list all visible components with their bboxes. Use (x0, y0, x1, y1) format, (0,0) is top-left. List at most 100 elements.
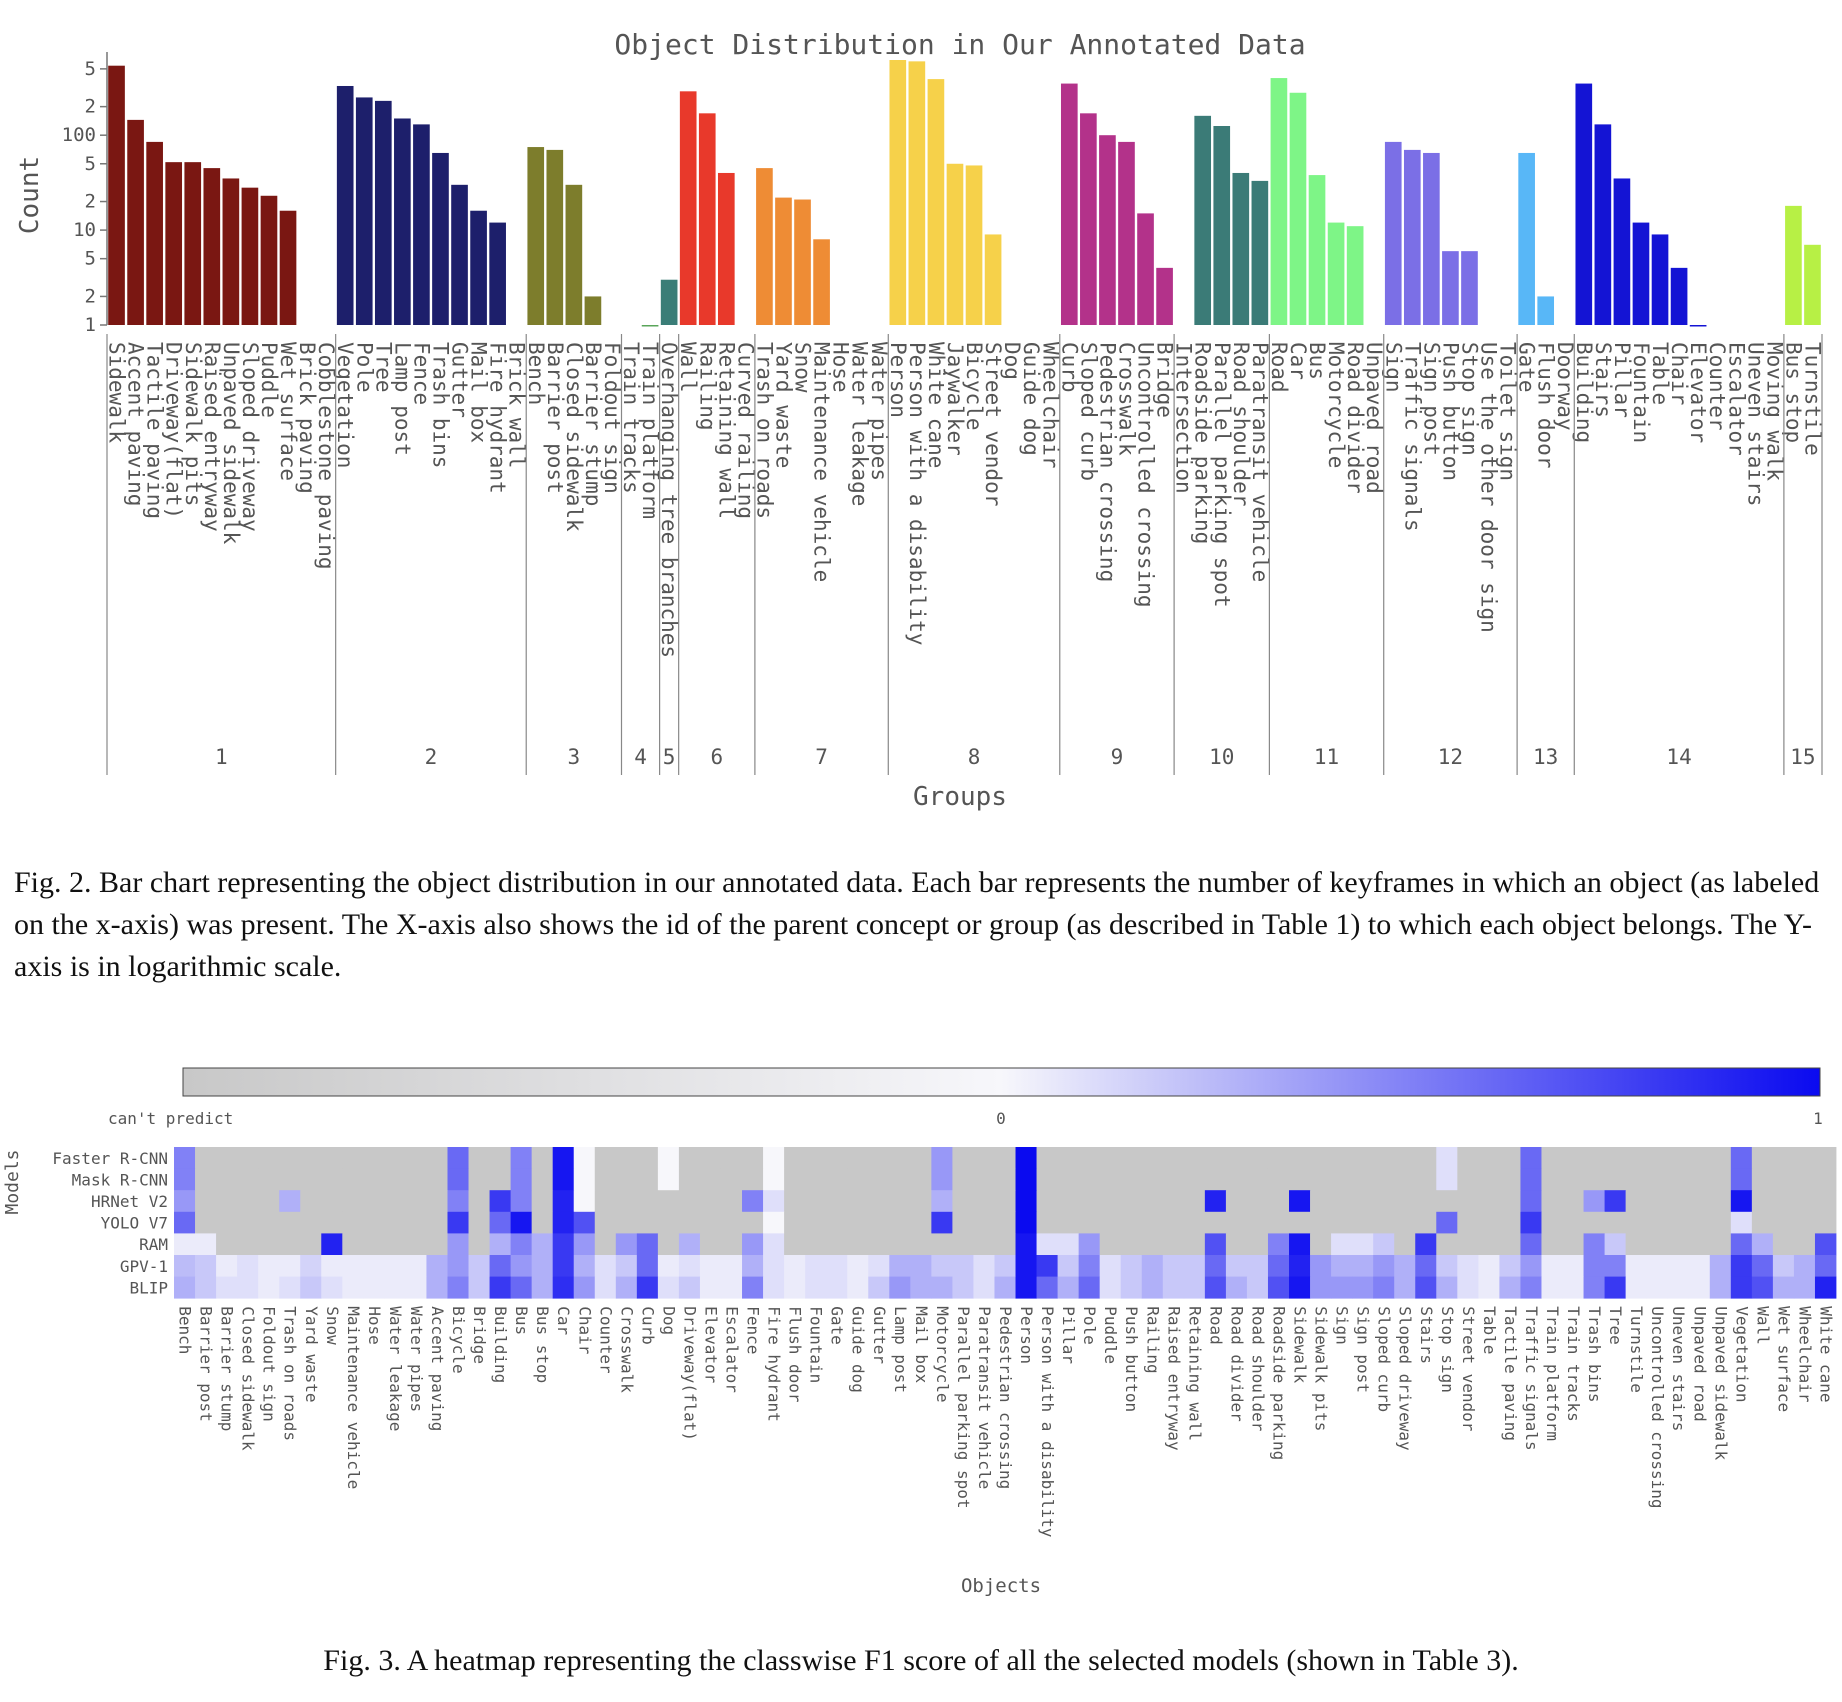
heatmap-cell (1289, 1276, 1311, 1299)
heatmap-cell (1709, 1147, 1732, 1169)
heatmap-cell (300, 1168, 322, 1191)
heatmap-cell (910, 1211, 932, 1234)
heatmap-cell (1246, 1211, 1269, 1234)
heatmap-cell (1436, 1190, 1458, 1213)
heatmap-cell (1478, 1233, 1500, 1256)
x-tick-label: Gutter (448, 342, 472, 418)
heatmap-cell (1436, 1276, 1458, 1299)
bar (184, 162, 202, 325)
heatmap-cell (678, 1168, 701, 1191)
heatmap-cell (657, 1233, 680, 1256)
heatmap-cell (321, 1147, 343, 1169)
heatmap-cell (1541, 1211, 1563, 1234)
x-tick-label: Vegetation (333, 342, 357, 468)
heatmap-column-label: Train tracks (1564, 1306, 1583, 1422)
bar (984, 234, 1002, 325)
heatmap-layer: Faster R-CNN Mask R-CNN HRNet V2 YOLO V7 RAM… (52, 1147, 1837, 1538)
heatmap-cell (489, 1147, 512, 1169)
heatmap-column-label: Guide dog (849, 1306, 868, 1393)
x-tick-label: Trash bins (428, 342, 452, 468)
heatmap-column-label: Parallel parking spot (954, 1306, 973, 1508)
heatmap-cell (1120, 1276, 1143, 1299)
heatmap-cell (1562, 1147, 1584, 1169)
bar (813, 239, 830, 325)
heatmap-cell (1730, 1190, 1753, 1213)
heatmap-cell (300, 1190, 322, 1213)
heatmap-cell (468, 1190, 490, 1213)
heatmap-cell (1099, 1211, 1122, 1234)
heatmap-column-label: Crosswalk (617, 1306, 636, 1393)
x-tick-label: Sloped driveway (238, 342, 262, 532)
heatmap-cell (1688, 1255, 1711, 1277)
heatmap-cell (258, 1276, 280, 1299)
heatmap-cell (342, 1168, 364, 1191)
heatmap-cell (531, 1168, 554, 1191)
heatmap-cell (1499, 1168, 1521, 1191)
heatmap-cell (258, 1147, 280, 1169)
heatmap-cell (1373, 1168, 1395, 1191)
heatmap-cell (1667, 1168, 1690, 1191)
heatmap-cell (468, 1211, 490, 1234)
heatmap-cell (1499, 1276, 1521, 1299)
group-id-label: 7 (815, 745, 828, 769)
heatmap-cell (1793, 1211, 1816, 1234)
heatmap-cell (784, 1233, 806, 1256)
x-tick-label: Closed sidewalk (562, 342, 586, 532)
heatmap-cell (636, 1211, 659, 1234)
heatmap-cell (763, 1190, 785, 1213)
heatmap-cell (1141, 1233, 1164, 1256)
heatmap-cell (1162, 1233, 1185, 1256)
x-tick-label: Curved railing (733, 342, 757, 519)
heatmap-cell (1310, 1147, 1332, 1169)
heatmap-cell (468, 1276, 490, 1299)
heatmap-column-label: Person (1017, 1306, 1036, 1364)
heatmap-cell (174, 1211, 196, 1234)
heatmap-cell (384, 1255, 406, 1277)
bar (1118, 141, 1135, 325)
heatmap-cell (1246, 1147, 1269, 1169)
heatmap-cell (636, 1147, 659, 1169)
heatmap-cell (742, 1211, 764, 1234)
heatmap-cell (1036, 1233, 1058, 1256)
heatmap-cell (342, 1276, 364, 1299)
x-tick-label: Bus (1305, 342, 1329, 380)
heatmap-cell (1373, 1233, 1395, 1256)
x-tick-label: Push button (1438, 342, 1462, 481)
heatmap-cell (1625, 1147, 1648, 1169)
heatmap-cell (1394, 1168, 1416, 1191)
heatmap-cell (1246, 1233, 1269, 1256)
bar (279, 210, 297, 325)
heatmap-cell (1162, 1147, 1185, 1169)
heatmap-cell (1709, 1168, 1732, 1191)
heatmap-cell (552, 1276, 575, 1299)
heatmap-column-label: Car (554, 1306, 573, 1335)
heatmap-column-label: Uneven stairs (1669, 1306, 1688, 1431)
heatmap-cell (910, 1255, 932, 1277)
y-tick-label: 5 (85, 58, 96, 80)
heatmap-cell (321, 1211, 343, 1234)
heatmap-cell (1730, 1276, 1753, 1299)
heatmap-cell (531, 1190, 554, 1213)
heatmap-cell (784, 1211, 806, 1234)
heatmap-cell (1793, 1276, 1816, 1299)
heatmap-cell (447, 1147, 469, 1169)
heatmap-cell (742, 1255, 764, 1277)
x-tick-label: Brick wall (505, 342, 529, 468)
heatmap-cell (1120, 1255, 1143, 1277)
heatmap-cell (1751, 1190, 1774, 1213)
heatmap-cell (636, 1255, 659, 1277)
bar (1194, 115, 1212, 325)
heatmap-cell (1730, 1255, 1753, 1277)
heatmap-cell (1057, 1255, 1080, 1277)
heatmap-cell (489, 1168, 512, 1191)
heatmap-cell (1562, 1211, 1584, 1234)
x-tick-label: Road shoulder (1229, 342, 1253, 506)
heatmap-cell (720, 1168, 743, 1191)
x-tick-label: Maintenance vehicle (810, 342, 834, 582)
heatmap-cell (742, 1168, 764, 1191)
heatmap-cell (1204, 1190, 1227, 1213)
heatmap-column-label: Sidewalk pits (1312, 1306, 1331, 1431)
heatmap-cell (1162, 1276, 1185, 1299)
heatmap-cell (1394, 1233, 1416, 1256)
heatmap-cell (1120, 1190, 1143, 1213)
